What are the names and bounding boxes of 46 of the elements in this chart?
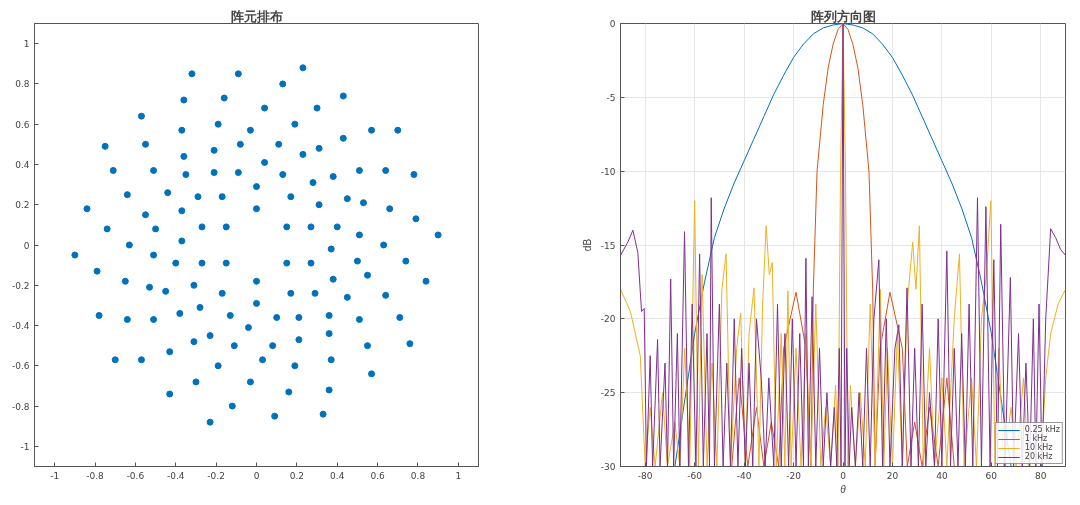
x-tick-label: -60 [687,470,703,481]
y-tick-label: -0.4 [11,321,30,332]
x-tick-label: 20 [886,470,899,481]
chart-title: 阵列方向图 [810,8,876,24]
y-tick-label: 0.8 [15,79,30,90]
legend-label: 10 kHz [1024,443,1053,452]
y-tick-label: 0.2 [15,200,30,211]
x-tick-label: 40 [936,470,948,481]
x-tick-label: -40 [736,470,752,481]
y-tick-label: -30 [600,462,616,472]
y-tick-label: -0.6 [11,361,30,372]
x-axis-title: θ [840,483,847,495]
y-tick-label: 1 [23,39,30,50]
y-tick-label: -0.2 [11,280,30,291]
x-tick-label: 0.6 [370,470,386,481]
y-tick-label: 0.4 [15,159,30,170]
x-tick-label: 80 [1035,470,1047,481]
x-tick-label: -0.6 [126,470,145,481]
x-tick-label: 0.4 [330,470,345,481]
x-tick-label: -0.4 [166,470,185,481]
x-tick-label: -1 [50,470,60,481]
y-axis-title: dB [581,238,593,252]
y-tick-label: -0.8 [11,401,30,412]
y-tick-label: 0 [609,19,616,29]
y-tick-label: -25 [600,388,616,399]
legend-label: 20 kHz [1024,452,1053,461]
y-tick-label: -20 [600,314,616,325]
x-tick-label: -80 [637,470,653,481]
y-tick-label: -1 [20,441,30,452]
x-tick-label: 0 [840,470,847,481]
x-tick-label: 0 [253,470,260,481]
legend-label: 1 kHz [1024,434,1048,443]
x-tick-label: -20 [786,470,802,481]
chart-title: 阵元排布 [230,8,283,24]
y-tick-label: -15 [600,240,616,251]
x-tick-label: 1 [455,470,462,481]
x-tick-label: -0.2 [207,470,225,481]
y-tick-label: -10 [600,166,616,177]
y-tick-label: 0.6 [15,119,30,130]
x-tick-label: -0.8 [86,470,105,481]
x-tick-label: 0.8 [410,470,426,481]
legend-label: 0.25 kHz [1024,425,1060,434]
x-tick-label: 60 [985,470,998,481]
y-tick-label: 0 [23,240,30,251]
y-tick-label: -5 [606,92,616,103]
x-tick-label: 0.2 [289,470,305,481]
